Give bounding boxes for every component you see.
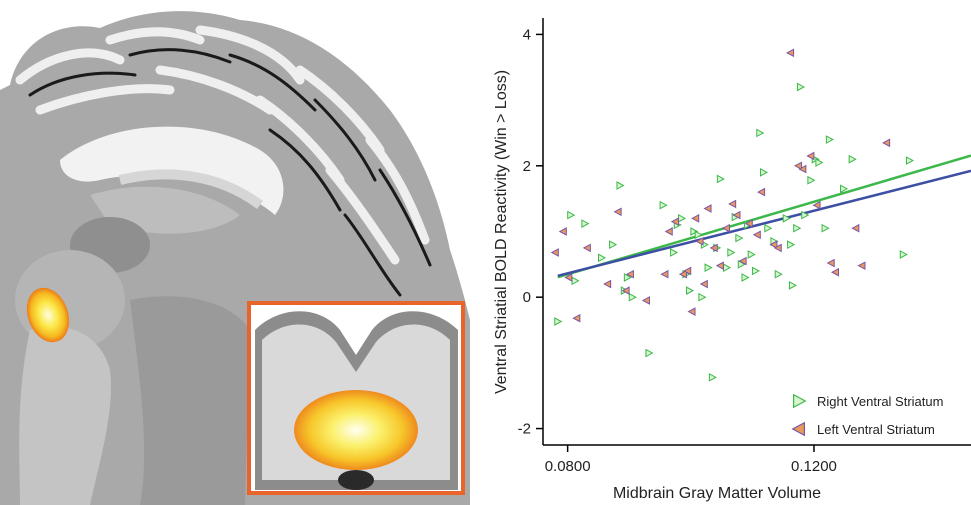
x-axis-label: Midbrain Gray Matter Volume xyxy=(613,485,821,502)
data-point-right xyxy=(646,350,653,357)
data-point-right xyxy=(900,251,907,258)
data-point-right xyxy=(788,241,795,248)
data-point-right xyxy=(572,277,579,284)
legend-label-right: Right Ventral Striatum xyxy=(817,394,943,409)
chart-legend: Right Ventral Striatum Left Ventral Stria… xyxy=(793,394,944,437)
data-point-left xyxy=(552,249,559,256)
data-point-right xyxy=(794,225,801,232)
data-point-right xyxy=(775,271,782,278)
data-point-right xyxy=(709,374,716,381)
data-point-left xyxy=(705,205,712,212)
y-tick-label: 0 xyxy=(523,289,531,306)
data-point-right xyxy=(717,175,724,182)
data-point-right xyxy=(555,318,562,325)
y-tick-label: 2 xyxy=(523,158,531,175)
data-point-left xyxy=(883,139,890,146)
data-point-right xyxy=(748,251,755,258)
data-point-left xyxy=(729,200,736,207)
data-point-right xyxy=(765,225,772,232)
data-point-left xyxy=(560,228,567,235)
data-point-right xyxy=(699,294,706,301)
data-point-right xyxy=(687,287,694,294)
data-point-left xyxy=(754,231,761,238)
data-point-left xyxy=(717,262,724,269)
data-point-right xyxy=(826,136,833,143)
chart-axes xyxy=(543,18,971,445)
data-point-right xyxy=(789,282,796,289)
y-tick-label: 4 xyxy=(523,26,531,43)
data-point-right xyxy=(610,241,617,248)
data-point-right xyxy=(695,231,702,238)
data-point-left xyxy=(832,269,839,276)
data-point-left xyxy=(723,225,730,232)
data-point-left xyxy=(701,281,708,288)
data-point-right xyxy=(582,220,589,227)
data-point-left xyxy=(666,228,673,235)
data-point-left xyxy=(643,297,650,304)
data-point-left xyxy=(573,315,580,322)
x-tick-label: 0.0800 xyxy=(545,458,591,475)
data-point-right xyxy=(736,235,743,242)
data-point-right xyxy=(660,202,667,209)
data-point-right xyxy=(679,215,686,222)
data-point-left xyxy=(852,225,859,232)
data-point-left xyxy=(661,271,668,278)
data-point-left xyxy=(689,308,696,315)
scatter-chart: -2 0 2 4 0.0800 0.1200 Ventral Striatial BOL… xyxy=(470,0,971,505)
data-point-right xyxy=(599,254,606,261)
x-tick-label: 0.1200 xyxy=(791,458,837,475)
data-point-right xyxy=(757,129,764,136)
data-point-right xyxy=(797,83,804,90)
data-point-left xyxy=(615,208,622,215)
legend-marker-right xyxy=(794,395,806,408)
data-point-right xyxy=(849,156,856,163)
y-tick-label: -2 xyxy=(518,421,531,438)
data-point-left xyxy=(807,152,814,159)
data-point-left xyxy=(787,49,794,56)
brain-mri-image xyxy=(0,0,470,505)
data-point-left xyxy=(692,215,699,222)
data-point-left xyxy=(584,244,591,251)
data-point-right xyxy=(728,249,735,256)
data-point-left xyxy=(604,281,611,288)
data-point-left xyxy=(758,189,765,196)
legend-marker-left xyxy=(793,423,805,436)
data-point-left xyxy=(858,262,865,269)
data-point-right xyxy=(617,182,624,189)
data-point-left xyxy=(828,260,835,267)
data-point-right xyxy=(629,294,636,301)
data-point-right xyxy=(671,249,678,256)
data-point-right xyxy=(906,157,913,164)
data-point-right xyxy=(808,177,815,184)
data-point-right xyxy=(752,267,759,274)
inset-midbrain-view xyxy=(249,303,463,493)
data-point-right xyxy=(742,274,749,281)
data-point-right xyxy=(705,264,712,271)
y-axis-label: Ventral Striatial BOLD Reactivity (Win >… xyxy=(493,70,510,394)
data-point-right xyxy=(822,225,829,232)
data-point-right xyxy=(724,264,731,271)
data-point-right xyxy=(568,212,575,219)
data-point-right xyxy=(760,169,767,176)
legend-label-left: Left Ventral Striatum xyxy=(817,422,935,437)
data-point-right xyxy=(816,159,823,166)
